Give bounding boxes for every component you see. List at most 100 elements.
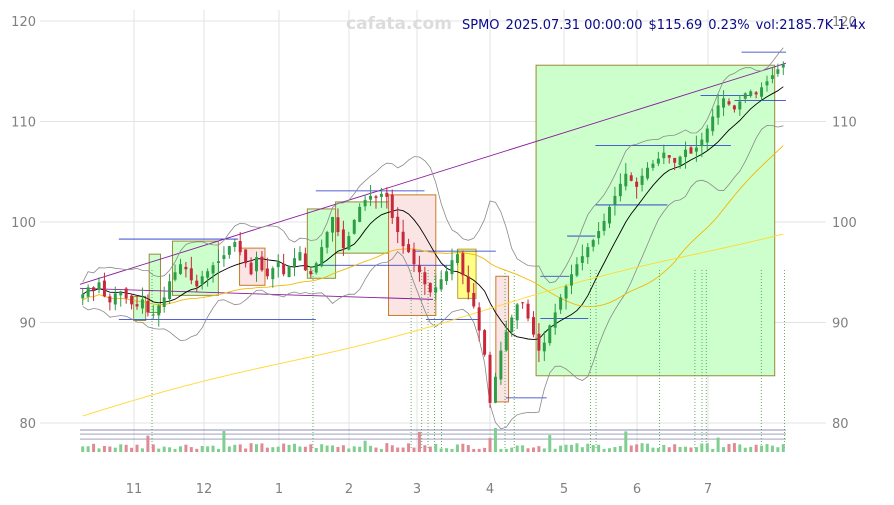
volume-bar xyxy=(331,445,335,452)
candle-body xyxy=(347,236,351,250)
volume-bar xyxy=(379,448,383,452)
candle-body xyxy=(81,294,85,299)
candle-body xyxy=(358,206,362,222)
volume-bar xyxy=(743,447,747,452)
volume-bar xyxy=(765,444,769,452)
volume-bar xyxy=(738,444,742,452)
volume-bar xyxy=(629,445,633,452)
volume-bar xyxy=(146,435,150,452)
candle-body xyxy=(325,232,329,248)
candle-body xyxy=(629,175,633,181)
candle-body xyxy=(255,257,258,272)
volume-bar xyxy=(553,448,557,452)
volume-bar xyxy=(173,448,177,452)
candle-body xyxy=(86,287,90,297)
candle-body xyxy=(684,149,688,158)
consolidation-box xyxy=(388,194,437,316)
volume-bar xyxy=(618,445,622,452)
volume-bar xyxy=(510,447,514,452)
candle-body xyxy=(646,167,650,179)
price-label: $115.69 xyxy=(648,18,703,33)
candle-body xyxy=(265,268,269,277)
volume-bar xyxy=(732,443,736,452)
volume-bar xyxy=(325,445,329,452)
x-tick-label: 2 xyxy=(345,482,353,497)
candle-body xyxy=(434,287,438,293)
volume-bar xyxy=(613,447,617,452)
volume-bar xyxy=(363,440,367,452)
candle-body xyxy=(412,249,416,265)
volume-bar xyxy=(700,443,704,452)
volume-bar xyxy=(113,447,117,452)
candle-body xyxy=(711,116,715,132)
volume-bars xyxy=(80,428,786,452)
volume-bar xyxy=(640,443,644,452)
candle-body xyxy=(130,295,134,305)
candle-body xyxy=(428,282,432,293)
y-tick-label-right: 90 xyxy=(832,317,849,332)
candle-body xyxy=(189,268,193,281)
volume-bar xyxy=(244,448,248,452)
volume-bar xyxy=(352,446,356,452)
candle-body xyxy=(445,271,449,282)
volume-bar xyxy=(564,444,568,452)
volume-bar xyxy=(293,443,297,452)
volume-bar xyxy=(168,447,172,452)
candle-body xyxy=(580,256,584,263)
volume-bar xyxy=(287,444,291,452)
volume-bar xyxy=(537,446,541,452)
candle-body xyxy=(102,280,106,297)
candle-body xyxy=(396,216,400,233)
volume-bar xyxy=(760,445,764,452)
candle-body xyxy=(548,325,552,344)
trend-line xyxy=(79,62,787,285)
volume-bar xyxy=(97,448,101,452)
volume-bar xyxy=(249,443,253,452)
x-tick-label: 5 xyxy=(560,482,568,497)
trend-lines xyxy=(79,62,787,300)
datetime-label: 2025.07.31 00:00:00 xyxy=(505,18,643,33)
volume-bar xyxy=(749,446,753,452)
volume-bar xyxy=(374,447,378,452)
candle-body xyxy=(374,196,378,198)
candle-body xyxy=(499,350,503,380)
volume-bar xyxy=(347,448,351,452)
candle-body xyxy=(303,253,307,271)
volume-label: vol:2185.7K 1.4x xyxy=(755,18,866,33)
candle-body xyxy=(760,87,764,97)
volume-bar xyxy=(336,446,340,452)
volume-bar xyxy=(320,444,324,452)
candle-body xyxy=(293,258,297,266)
candle-body xyxy=(379,193,383,197)
candle-body xyxy=(694,147,698,152)
volume-bar xyxy=(477,448,481,452)
candle-body xyxy=(618,183,622,197)
candlesticks xyxy=(81,61,785,408)
volume-bar xyxy=(656,447,660,452)
volume-bar xyxy=(445,448,449,452)
volume-bar xyxy=(390,445,394,452)
candle-body xyxy=(195,280,199,287)
volume-bar xyxy=(385,443,389,452)
volume-bar xyxy=(233,444,237,452)
candle-body xyxy=(564,286,568,299)
sma-mid xyxy=(82,145,784,308)
y-tick-label-left: 120 xyxy=(11,15,36,30)
volume-bar xyxy=(575,443,579,452)
candle-body xyxy=(510,317,514,333)
candle-body xyxy=(754,92,758,95)
candle-body xyxy=(211,265,215,274)
candle-body xyxy=(124,288,128,299)
candle-body xyxy=(635,181,639,187)
x-tick-label: 3 xyxy=(413,482,421,497)
candle-body xyxy=(119,291,123,296)
candle-body xyxy=(113,293,117,305)
volume-bar xyxy=(521,445,525,452)
chart-header: SPMO 2025.07.31 00:00:00 $115.69 0.23% vol:2… xyxy=(462,18,872,33)
candle-body xyxy=(515,304,519,321)
y-tick-label-right: 110 xyxy=(832,116,857,131)
volume-bar xyxy=(651,447,655,452)
volume-bar xyxy=(341,445,345,452)
